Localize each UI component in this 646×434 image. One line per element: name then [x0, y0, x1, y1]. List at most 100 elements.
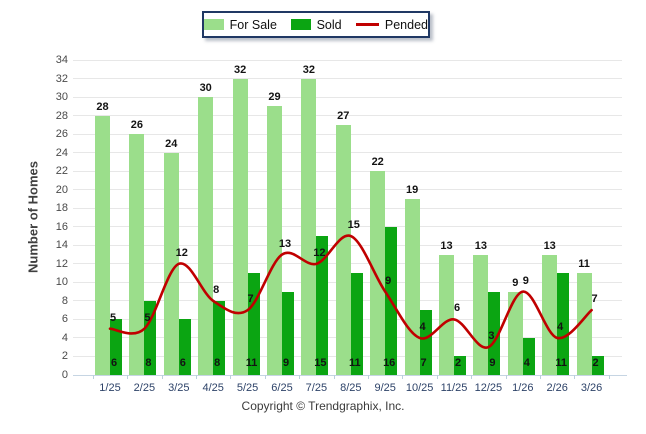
- sold-value-label: 6: [179, 357, 186, 369]
- y-tick-label: 22: [55, 165, 68, 178]
- x-tick-label: 9/25: [374, 382, 396, 394]
- x-tick-label: 2/26: [546, 382, 568, 394]
- for-sale-value-label: 9: [512, 276, 519, 289]
- sold-value-label: 6: [110, 357, 118, 369]
- y-tick-label: 2: [61, 350, 68, 363]
- pended-value-label: 9: [522, 274, 529, 287]
- for-sale-value-label: 13: [543, 239, 556, 252]
- sold-value-label: 8: [214, 357, 221, 369]
- x-axis-tick: [92, 375, 94, 379]
- sold-value-label: 11: [245, 357, 258, 369]
- for-sale-bar: [198, 97, 214, 375]
- for-sale-bar: [267, 106, 282, 375]
- for-sale-bar: [232, 78, 248, 375]
- x-axis-tick: [402, 375, 404, 379]
- sold-bar: [178, 319, 191, 375]
- x-axis-tick: [471, 375, 473, 379]
- y-tick-label: 26: [55, 128, 68, 141]
- pended-value-label: 12: [175, 246, 188, 259]
- y-tick-label: 24: [55, 146, 68, 159]
- for-sale-value-label: 13: [474, 239, 488, 252]
- pended-line-swatch-icon: [355, 23, 379, 26]
- y-tick-label: 20: [55, 183, 68, 196]
- legend-label-for-sale: For Sale: [229, 17, 277, 32]
- x-tick-label: 4/25: [202, 382, 224, 394]
- sold-bar: [557, 273, 570, 375]
- pended-value-label: 15: [347, 219, 360, 232]
- pended-value-label: 5: [144, 311, 151, 324]
- sold-bar: [454, 356, 466, 375]
- x-tick-label: 5/25: [236, 382, 259, 394]
- pended-line: [108, 234, 593, 349]
- x-axis-tick: [608, 375, 610, 379]
- for-sale-value-label: 19: [405, 183, 419, 196]
- for-sale-bar: [335, 124, 351, 375]
- legend: For Sale Sold Pended: [202, 11, 430, 38]
- x-tick-label: 10/25: [405, 382, 434, 394]
- y-axis-title: Number of Homes: [25, 161, 41, 273]
- sold-bar: [213, 300, 226, 375]
- y-tick-label: 0: [61, 369, 68, 381]
- pended-value-label: 7: [591, 293, 598, 306]
- x-tick-label: 3/25: [168, 382, 190, 394]
- sold-bar: [419, 310, 432, 375]
- x-tick-label: 3/26: [580, 382, 603, 394]
- x-tick-label: 12/25: [474, 382, 503, 394]
- sold-bar: [316, 236, 329, 375]
- for-sale-value-label: 30: [199, 82, 212, 95]
- y-tick-label: 6: [61, 313, 68, 326]
- x-axis-tick: [127, 375, 129, 379]
- sold-bar: [144, 300, 157, 375]
- x-tick-label: 11/25: [440, 382, 468, 394]
- y-tick-label: 10: [55, 276, 68, 289]
- sold-bar: [282, 291, 294, 375]
- for-sale-bar: [576, 273, 592, 375]
- gridline: [73, 59, 622, 61]
- sold-value-label: 9: [489, 357, 496, 369]
- for-sale-bar: [439, 254, 454, 375]
- for-sale-value-label: 27: [337, 109, 350, 122]
- y-tick-label: 28: [55, 109, 68, 122]
- x-axis-tick: [436, 375, 438, 379]
- for-sale-value-label: 24: [165, 137, 178, 150]
- gridline: [73, 96, 622, 98]
- sold-bar: [522, 337, 535, 375]
- x-axis-tick: [574, 375, 576, 379]
- for-sale-bar: [473, 254, 489, 375]
- for-sale-value-label: 28: [96, 100, 109, 113]
- x-axis-tick: [505, 375, 507, 379]
- for-sale-bar: [163, 152, 179, 375]
- gridline: [73, 115, 622, 117]
- sold-value-label: 15: [314, 357, 327, 369]
- x-tick-label: 8/25: [340, 382, 362, 394]
- pended-value-label: 12: [313, 246, 326, 259]
- y-tick-label: 30: [55, 91, 68, 104]
- x-tick-label: 2/25: [133, 382, 156, 394]
- x-tick-label: 1/25: [99, 382, 121, 394]
- for-sale-bar: [542, 254, 558, 375]
- for-sale-value-label: 22: [371, 156, 384, 169]
- for-sale-value-label: 11: [578, 258, 590, 271]
- pended-value-label: 4: [419, 320, 426, 333]
- y-tick-label: 14: [55, 239, 68, 252]
- sold-value-label: 2: [454, 357, 462, 369]
- for-sale-swatch-icon: [204, 19, 224, 30]
- y-tick-label: 8: [61, 294, 68, 307]
- sold-value-label: 2: [592, 357, 599, 369]
- y-tick-label: 34: [55, 54, 68, 66]
- pended-value-label: 7: [247, 293, 254, 306]
- for-sale-value-label: 32: [302, 63, 316, 76]
- sold-bar: [110, 319, 122, 375]
- x-axis-line: [73, 374, 627, 376]
- x-tick-label: 7/25: [305, 382, 328, 394]
- sold-value-label: 7: [420, 357, 427, 369]
- y-tick-label: 18: [55, 202, 68, 215]
- sold-swatch-icon: [290, 19, 311, 30]
- x-axis-tick: [264, 375, 266, 379]
- for-sale-bar: [95, 115, 110, 375]
- for-sale-bar: [404, 198, 420, 375]
- y-tick-label: 4: [61, 331, 68, 344]
- x-axis-tick: [540, 375, 541, 379]
- pended-value-label: 9: [385, 274, 392, 287]
